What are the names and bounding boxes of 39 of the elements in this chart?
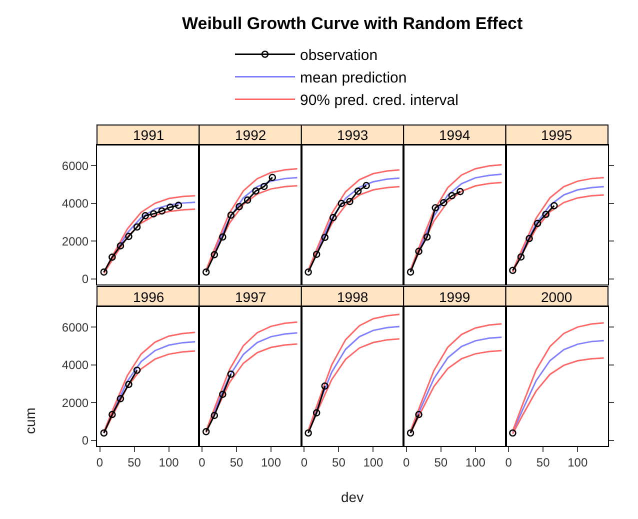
legend-label: mean prediction: [300, 70, 407, 87]
x-tick-label: 50: [128, 455, 142, 470]
y-tick-label: 2000: [62, 396, 89, 410]
legend-label: observation: [300, 47, 378, 64]
x-tick-label: 50: [230, 455, 244, 470]
x-tick-label: 50: [332, 455, 346, 470]
legend-label: 90% pred. cred. interval: [300, 92, 458, 110]
x-tick-label: 0: [300, 455, 308, 470]
x-tick-label: 0: [505, 455, 512, 470]
y-axis-title: cum: [22, 408, 38, 434]
chart-title: 2000: [541, 289, 572, 305]
x-tick-label: 100: [568, 455, 588, 470]
y-tick-label: 4000: [62, 196, 89, 211]
chart-title: 1999: [439, 289, 470, 305]
y-tick-label: 6000: [62, 320, 89, 334]
x-tick-label: 0: [96, 455, 104, 470]
chart-title: 1994: [439, 127, 470, 143]
chart-title: 1995: [541, 127, 572, 143]
x-tick-label: 100: [158, 455, 180, 470]
y-tick-label: 2000: [62, 234, 89, 248]
y-tick-label: 0: [82, 272, 89, 286]
chart-title: 1996: [133, 289, 164, 305]
x-tick-label: 100: [261, 455, 282, 470]
chart-title: 1992: [235, 127, 266, 143]
x-axis-title: dev: [341, 489, 364, 505]
x-tick-label: 0: [403, 455, 410, 470]
chart-title: 1991: [133, 127, 164, 143]
x-tick-label: 100: [465, 455, 486, 470]
x-tick-label: 50: [434, 455, 448, 470]
chart-title: 1993: [337, 127, 368, 143]
y-tick-label: 4000: [62, 358, 89, 372]
x-tick-label: 0: [198, 455, 206, 470]
chart-title: 1997: [235, 289, 266, 305]
y-tick-label: 0: [82, 434, 89, 448]
x-tick-label: 50: [536, 455, 550, 470]
text: Weibull Growth Curve with Random Effect: [182, 14, 523, 33]
y-tick-label: 6000: [62, 158, 89, 173]
chart-title: 1998: [337, 289, 368, 305]
x-tick-label: 100: [363, 455, 384, 470]
